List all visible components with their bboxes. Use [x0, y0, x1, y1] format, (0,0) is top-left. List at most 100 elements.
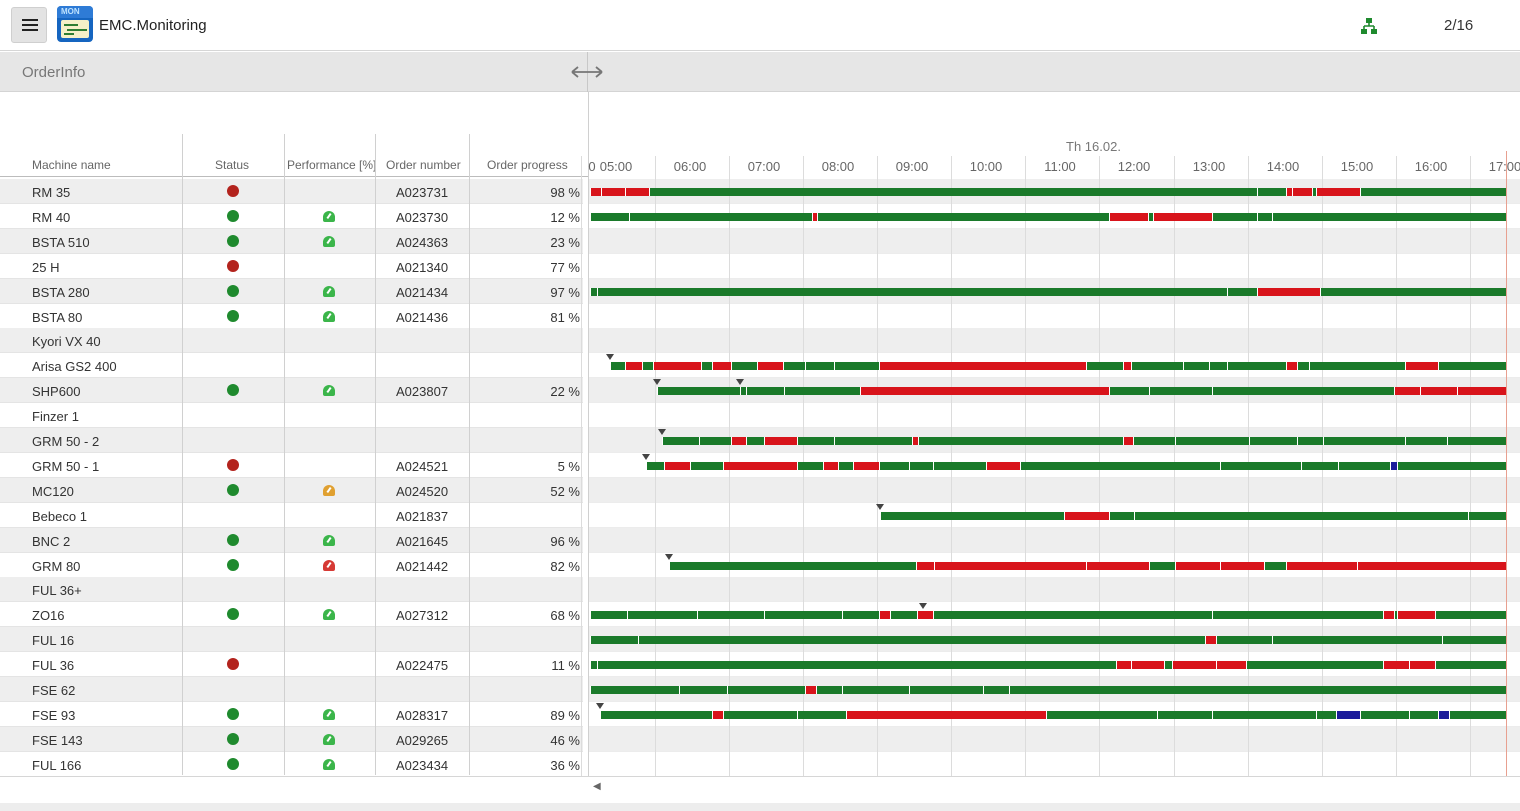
timeline-segment[interactable]: [815, 686, 842, 694]
timeline-segment[interactable]: [1315, 710, 1336, 719]
timeline-segment[interactable]: [1419, 387, 1457, 396]
timeline-segment[interactable]: [932, 611, 1213, 620]
timeline-segment[interactable]: [1312, 188, 1316, 196]
gantt-row[interactable]: [589, 726, 1520, 752]
timeline-segment[interactable]: [764, 611, 842, 620]
timeline-segment[interactable]: [645, 461, 665, 470]
timeline-segment[interactable]: [1449, 710, 1507, 719]
timeline-segment[interactable]: [1212, 710, 1316, 719]
timeline-segment[interactable]: [838, 461, 853, 470]
timeline-segment[interactable]: [745, 437, 765, 445]
timeline-segment[interactable]: [918, 437, 1124, 445]
timeline-segment[interactable]: [712, 362, 731, 371]
table-row[interactable]: BSTA 80 A021436 81 %: [0, 304, 583, 329]
resize-arrows-icon[interactable]: [570, 62, 604, 82]
timeline-segment[interactable]: [804, 686, 816, 694]
timeline-segment[interactable]: [698, 437, 731, 445]
timeline-segment[interactable]: [624, 188, 650, 196]
timeline-segment[interactable]: [652, 362, 702, 371]
timeline-segment[interactable]: [1171, 661, 1216, 670]
timeline-segment[interactable]: [852, 461, 879, 470]
table-row[interactable]: FUL 36 A022475 11 %: [0, 652, 583, 678]
timeline-segment[interactable]: [797, 710, 846, 719]
timeline-segment[interactable]: [812, 212, 818, 221]
table-row[interactable]: Bebeco 1 A021837: [0, 503, 583, 528]
table-row[interactable]: 25 H A021340 77 %: [0, 254, 583, 279]
timeline-segment[interactable]: [1149, 561, 1176, 570]
timeline-segment[interactable]: [1115, 661, 1131, 670]
timeline-segment[interactable]: [1271, 212, 1507, 221]
table-row[interactable]: FSE 143 A029265 46 %: [0, 726, 583, 752]
gantt-row[interactable]: [589, 228, 1520, 254]
timeline-segment[interactable]: [1297, 437, 1324, 445]
table-row[interactable]: Kyori VX 40: [0, 328, 583, 354]
timeline-segment[interactable]: [661, 437, 699, 445]
timeline-segment[interactable]: [1149, 387, 1213, 396]
timeline-segment[interactable]: [590, 188, 602, 196]
timeline-segment[interactable]: [1323, 437, 1405, 445]
gantt-row[interactable]: [589, 602, 1520, 628]
timeline-segment[interactable]: [1215, 636, 1272, 645]
timeline-segment[interactable]: [1256, 188, 1287, 196]
gantt-row[interactable]: [589, 503, 1520, 528]
timeline-segment[interactable]: [701, 362, 713, 371]
timeline-segment[interactable]: [1441, 636, 1507, 645]
timeline-segment[interactable]: [697, 611, 765, 620]
table-row[interactable]: BSTA 280 A021434 97 %: [0, 278, 583, 304]
timeline-segment[interactable]: [1335, 710, 1361, 719]
timeline-segment[interactable]: [878, 611, 891, 620]
timeline-segment[interactable]: [723, 461, 798, 470]
timeline-segment[interactable]: [1408, 661, 1435, 670]
timeline-segment[interactable]: [1438, 362, 1507, 371]
timeline-segment[interactable]: [1404, 437, 1448, 445]
timeline-segment[interactable]: [908, 686, 983, 694]
table-row[interactable]: MC120 A024520 52 %: [0, 477, 583, 503]
timeline-segment[interactable]: [1301, 461, 1339, 470]
timeline-segment[interactable]: [669, 561, 916, 570]
table-row[interactable]: ZO16 A027312 68 %: [0, 602, 583, 628]
gantt-row[interactable]: [589, 254, 1520, 279]
gantt-row[interactable]: [589, 527, 1520, 553]
timeline-segment[interactable]: [1360, 188, 1507, 196]
timeline-segment[interactable]: [1397, 461, 1507, 470]
timeline-segment[interactable]: [1256, 212, 1272, 221]
timeline-segment[interactable]: [723, 710, 798, 719]
timeline-segment[interactable]: [590, 661, 598, 670]
timeline-segment[interactable]: [817, 212, 1109, 221]
timeline-segment[interactable]: [727, 686, 805, 694]
timeline-segment[interactable]: [1019, 461, 1220, 470]
table-row[interactable]: RM 40 A023730 12 %: [0, 204, 583, 229]
timeline-segment[interactable]: [1249, 437, 1298, 445]
timeline-segment[interactable]: [628, 212, 813, 221]
timeline-segment[interactable]: [1319, 287, 1507, 296]
timeline-segment[interactable]: [1212, 387, 1394, 396]
table-row[interactable]: GRM 50 - 1 A024521 5 %: [0, 453, 583, 478]
timeline-segment[interactable]: [1404, 362, 1439, 371]
timeline-segment[interactable]: [1456, 387, 1507, 396]
timeline-segment[interactable]: [1108, 511, 1135, 520]
timeline-segment[interactable]: [915, 561, 935, 570]
timeline-segment[interactable]: [1382, 661, 1409, 670]
timeline-segment[interactable]: [1147, 212, 1153, 221]
timeline-segment[interactable]: [590, 212, 629, 221]
timeline-segment[interactable]: [834, 362, 879, 371]
timeline-segment[interactable]: [986, 461, 1020, 470]
gantt-row[interactable]: [589, 204, 1520, 229]
timeline-segment[interactable]: [597, 661, 1116, 670]
timeline-segment[interactable]: [1219, 461, 1302, 470]
gantt-row[interactable]: [589, 328, 1520, 354]
timeline-segment[interactable]: [624, 362, 642, 371]
order-start-marker-icon[interactable]: [657, 429, 666, 435]
timeline-segment[interactable]: [845, 710, 1046, 719]
timeline-segment[interactable]: [590, 611, 628, 620]
gantt-row[interactable]: [589, 403, 1520, 429]
timeline-segment[interactable]: [1212, 611, 1383, 620]
network-icon[interactable]: [1360, 17, 1378, 35]
timeline-segment[interactable]: [982, 686, 1009, 694]
timeline-segment[interactable]: [1227, 287, 1257, 296]
timeline-segment[interactable]: [1108, 387, 1150, 396]
gantt-row[interactable]: [589, 353, 1520, 379]
timeline-segment[interactable]: [690, 461, 724, 470]
table-row[interactable]: GRM 80 A021442 82 %: [0, 553, 583, 578]
timeline-segment[interactable]: [664, 461, 690, 470]
